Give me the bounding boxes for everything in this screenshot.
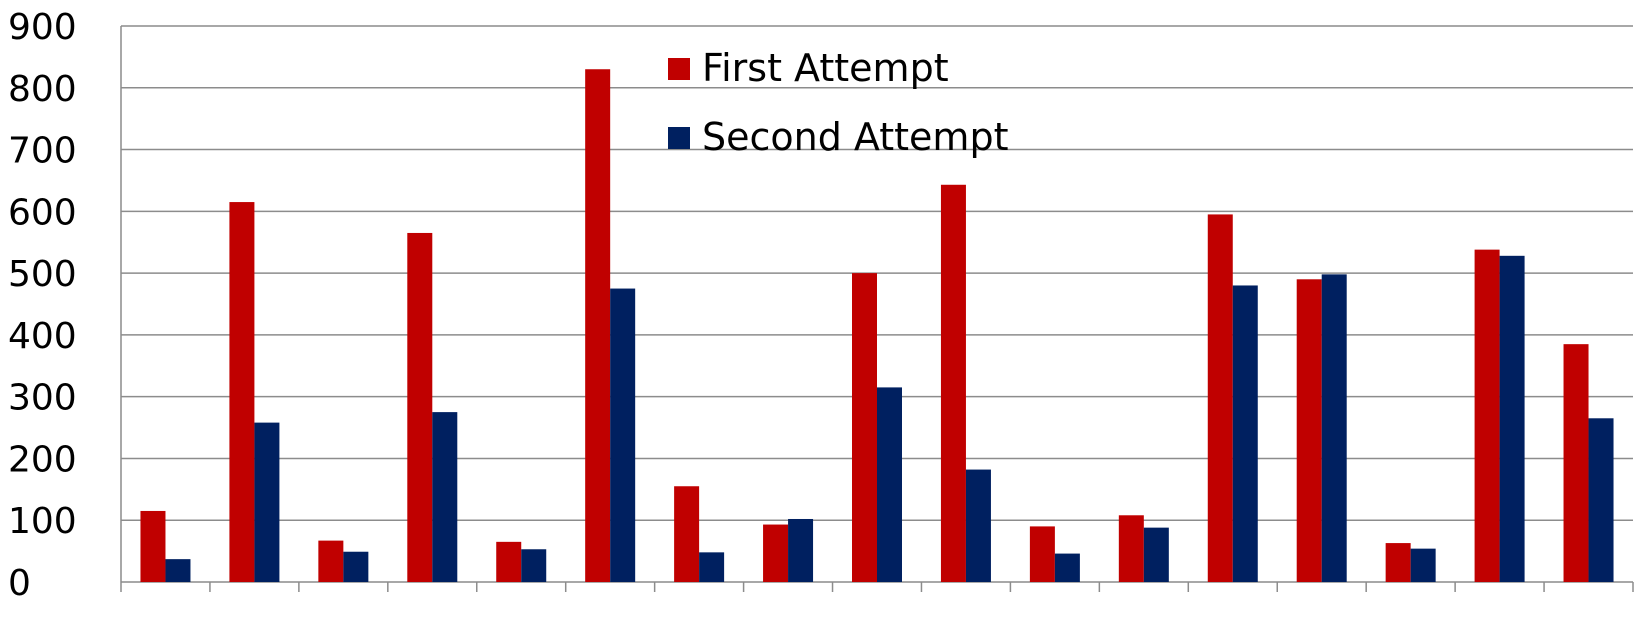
y-tick-label: 300 <box>8 378 77 419</box>
bar-first-attempt <box>763 524 789 582</box>
bar-second-attempt <box>877 387 902 582</box>
legend-swatch-second-attempt <box>668 127 690 149</box>
bar-second-attempt <box>1588 418 1614 582</box>
bar-second-attempt <box>1143 527 1169 582</box>
bar-first-attempt <box>1118 515 1144 582</box>
bar-first-attempt <box>229 202 255 583</box>
bar-second-attempt <box>521 549 547 582</box>
bar-first-attempt <box>852 273 877 582</box>
y-tick-label: 500 <box>8 254 77 295</box>
bar-first-attempt <box>1029 526 1055 582</box>
bar-second-attempt <box>610 288 636 582</box>
bar-first-attempt <box>674 486 700 582</box>
bar-second-attempt <box>1410 548 1436 582</box>
y-tick-label: 400 <box>8 316 77 357</box>
bar-second-attempt <box>788 518 814 582</box>
y-tick-label: 0 <box>8 563 31 604</box>
legend-label-second-attempt: Second Attempt <box>702 115 1008 159</box>
bar-second-attempt <box>165 559 191 582</box>
bar-second-attempt <box>343 551 369 582</box>
legend: First Attempt Second Attempt <box>668 46 1008 159</box>
bar-second-attempt <box>1054 553 1080 582</box>
y-tick-label: 700 <box>8 131 77 172</box>
bar-second-attempt <box>965 469 991 582</box>
y-tick-label: 900 <box>8 7 77 48</box>
bar-first-attempt <box>1474 249 1500 582</box>
bar-first-attempt <box>585 69 611 582</box>
bar-first-attempt <box>1296 279 1322 582</box>
bar-first-attempt <box>407 232 433 582</box>
bar-first-attempt <box>1385 543 1411 582</box>
bar-first-attempt <box>1207 214 1233 582</box>
legend-label-first-attempt: First Attempt <box>702 46 949 90</box>
bar-second-attempt <box>254 422 280 582</box>
bar-first-attempt <box>318 540 344 582</box>
bar-first-attempt <box>140 510 166 582</box>
bar-second-attempt <box>1232 285 1258 582</box>
y-tick-label: 100 <box>8 501 77 542</box>
y-tick-label: 600 <box>8 192 77 233</box>
legend-swatch-first-attempt <box>668 58 690 80</box>
bar-first-attempt <box>1563 344 1589 582</box>
y-tick-label: 200 <box>8 439 77 480</box>
bar-first-attempt <box>496 541 522 582</box>
bar-first-attempt <box>940 184 966 582</box>
bar-second-attempt <box>1321 274 1347 582</box>
bar-second-attempt <box>699 552 725 582</box>
bars <box>140 69 1614 583</box>
bar-second-attempt <box>432 412 458 582</box>
y-tick-label: 800 <box>8 69 77 110</box>
bar-second-attempt <box>1499 255 1525 582</box>
y-tick-labels: 0 100 200 300 400 500 600 700 800 900 <box>8 7 77 604</box>
